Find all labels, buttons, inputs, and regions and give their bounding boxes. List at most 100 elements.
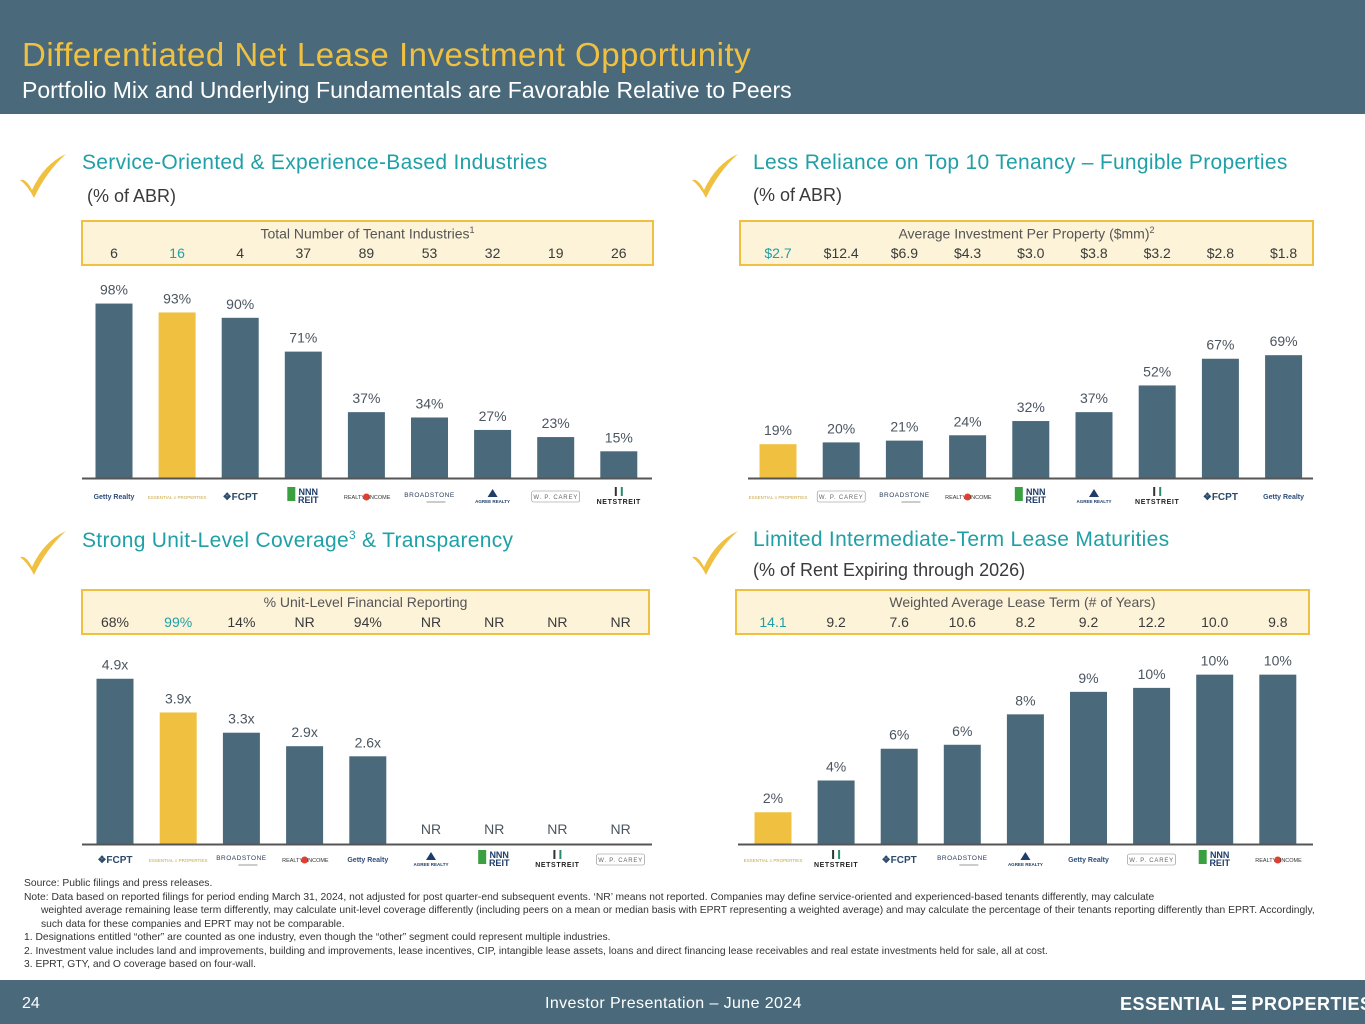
- bar: [759, 444, 797, 478]
- company-logo-fcpt: ❖FCPT: [97, 855, 132, 866]
- svg-text:INCOME: INCOME: [1280, 858, 1302, 864]
- svg-text:AGREE REALTY: AGREE REALTY: [1077, 499, 1112, 504]
- footnote-1: 1. Designations entitled “other” are cou…: [24, 932, 611, 943]
- svg-text:REALTY: REALTY: [1255, 858, 1276, 864]
- bar: [1201, 358, 1239, 478]
- data-label: NR: [421, 821, 441, 837]
- svg-text:NETSTREIT: NETSTREIT: [535, 862, 579, 869]
- table-value: 32: [485, 245, 501, 261]
- company-logo-wpc: W. P. CAREY: [531, 490, 581, 503]
- company-logo-essential: ESSENTIAL ≡ PROPERTIES: [744, 858, 803, 863]
- svg-text:AGREE REALTY: AGREE REALTY: [1008, 862, 1043, 867]
- table-value: 26: [611, 245, 627, 261]
- svg-text:REIT: REIT: [298, 495, 319, 505]
- table-value: $3.0: [1017, 245, 1044, 261]
- data-label: 10%: [1201, 653, 1229, 669]
- table-value: NR: [294, 614, 314, 630]
- table-value: 89: [359, 245, 375, 261]
- svg-text:ESSENTIAL ≡ PROPERTIES: ESSENTIAL ≡ PROPERTIES: [749, 495, 808, 500]
- chart-3: 68% 4.9x 99% 3.9x 14% 3.3x NR 2.9x 94% 2.6x NR NR NR…: [82, 614, 652, 846]
- data-label: 69%: [1270, 333, 1298, 349]
- svg-text:NNN: NNN: [1026, 487, 1046, 497]
- bar: [411, 417, 448, 478]
- svg-text:ESSENTIAL ≡ PROPERTIES: ESSENTIAL ≡ PROPERTIES: [744, 858, 803, 863]
- svg-text:Getty Realty: Getty Realty: [1068, 857, 1109, 864]
- chart-2: $2.7 19% $12.4 20% $6.9 21% $4.3 24% $3.0 32% $3.8…: [748, 245, 1313, 480]
- table-value: 19: [548, 245, 564, 261]
- svg-text:❖FCPT: ❖FCPT: [223, 492, 258, 503]
- data-label: NR: [484, 821, 504, 837]
- table-value: 16: [169, 245, 185, 261]
- bar: [943, 744, 981, 844]
- svg-text:INCOME: INCOME: [307, 858, 329, 864]
- brand-mark-icon: [1231, 993, 1246, 1013]
- data-label: 10%: [1138, 666, 1166, 682]
- company-logo-getty: Getty Realty: [1263, 494, 1304, 501]
- svg-text:BROADSTONE: BROADSTONE: [879, 492, 930, 499]
- svg-text:BROADSTONE: BROADSTONE: [216, 855, 267, 862]
- panel-title-maturities: Limited Intermediate-Term Lease Maturiti…: [753, 528, 1170, 551]
- svg-text:REALTY: REALTY: [344, 495, 365, 501]
- data-label: 23%: [542, 415, 570, 431]
- company-logo-netstreit: NETSTREIT: [535, 850, 579, 869]
- table-value: 68%: [101, 614, 129, 630]
- bar: [1133, 687, 1171, 844]
- table-value: 10.0: [1201, 614, 1228, 630]
- bar: [754, 812, 792, 844]
- footnote-source: Source: Public filings and press release…: [24, 878, 213, 889]
- data-label: 6%: [889, 727, 909, 743]
- footer-text: Investor Presentation – June 2024: [545, 995, 802, 1012]
- bar: [286, 746, 324, 844]
- table-value: 9.2: [826, 614, 846, 630]
- data-label: 15%: [605, 429, 633, 445]
- bar: [537, 437, 575, 478]
- company-logo-fcpt: ❖FCPT: [1203, 492, 1238, 503]
- svg-text:ESSENTIAL ≡ PROPERTIES: ESSENTIAL ≡ PROPERTIES: [149, 858, 208, 863]
- stat-table-industries: Total Number of Tenant Industries1: [81, 220, 654, 266]
- svg-text:REALTY: REALTY: [945, 495, 966, 501]
- svg-text:BROADSTONE: BROADSTONE: [937, 855, 988, 862]
- svg-text:BROADSTONE: BROADSTONE: [404, 492, 455, 499]
- chart-4: 14.1 2% 9.2 4% 7.6 6% 10.6 6% 8.2 8% 9.2 9% 12.2 10% 1…: [738, 614, 1313, 846]
- checkmark-icon: [692, 154, 738, 198]
- company-logo-essential: ESSENTIAL ≡ PROPERTIES: [148, 495, 207, 500]
- bar: [817, 780, 855, 844]
- bar: [221, 317, 259, 478]
- company-logo-netstreit: NETSTREIT: [1135, 487, 1179, 506]
- data-label: NR: [610, 821, 630, 837]
- bar: [474, 429, 512, 478]
- bar: [158, 312, 196, 478]
- data-label: 10%: [1264, 653, 1292, 669]
- footnote-note: Note: Data based on reported filings for…: [24, 891, 1155, 903]
- table-value: $2.7: [764, 245, 791, 261]
- stat-table-title: Weighted Average Lease Term (# of Years): [889, 594, 1156, 610]
- footnotes: Source: Public filings and press release…: [24, 877, 1324, 972]
- panel-title-service: Service-Oriented & Experience-Based Indu…: [82, 151, 548, 174]
- stat-table-lease-term: Weighted Average Lease Term (# of Years): [735, 589, 1310, 635]
- page-title: Differentiated Net Lease Investment Oppo…: [22, 36, 752, 73]
- stat-table-title: % Unit-Level Financial Reporting: [263, 594, 468, 610]
- page-subtitle: Portfolio Mix and Underlying Fundamental…: [22, 77, 792, 103]
- bar: [885, 440, 923, 478]
- bar: [1265, 355, 1303, 478]
- footnote-3: 3. EPRT, GTY, and O coverage based on fo…: [24, 959, 256, 970]
- table-value: 94%: [354, 614, 382, 630]
- bar: [600, 451, 638, 478]
- bar: [1259, 674, 1297, 844]
- table-value: $6.9: [891, 245, 918, 261]
- brand-logo: ESSENTIAL PROPERTIES: [1120, 993, 1365, 1014]
- data-label: 19%: [764, 422, 792, 438]
- bar: [1006, 714, 1044, 844]
- table-value: NR: [421, 614, 441, 630]
- data-label: 4%: [826, 758, 846, 774]
- data-label: 2.6x: [355, 734, 381, 750]
- company-logo-realty: REALTY INCOME: [344, 493, 391, 501]
- company-logo-wpc: W. P. CAREY: [816, 490, 866, 503]
- svg-text:❖FCPT: ❖FCPT: [882, 855, 917, 866]
- bar: [159, 712, 197, 844]
- bar: [949, 435, 987, 478]
- bar: [880, 748, 918, 844]
- panel-title-tenancy: Less Reliance on Top 10 Tenancy – Fungib…: [753, 151, 1288, 174]
